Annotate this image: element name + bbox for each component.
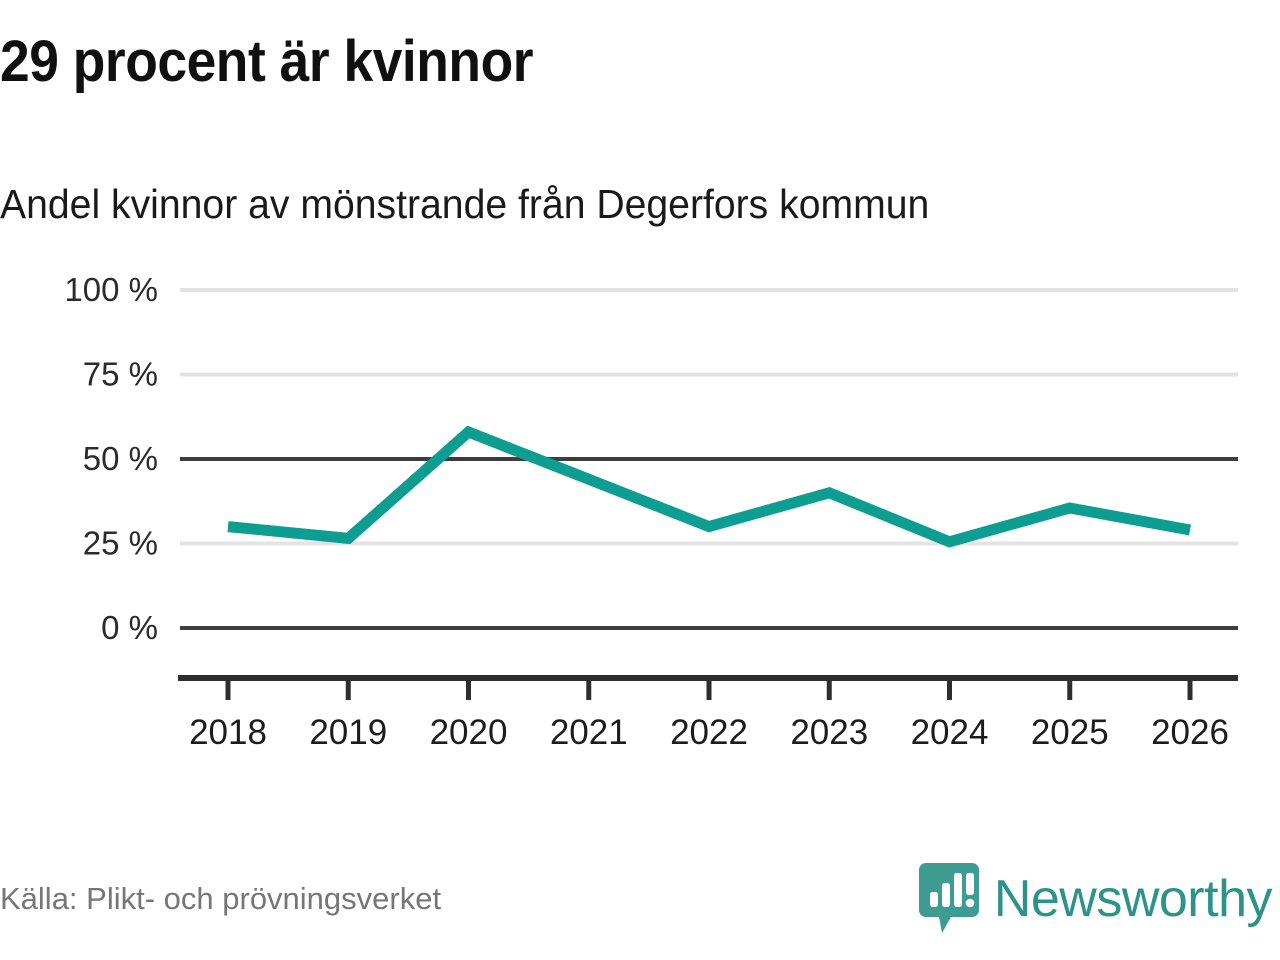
newsworthy-logo: Newsworthy [918, 862, 1273, 936]
x-tick-label: 2025 [1031, 713, 1109, 752]
x-axis-tick-labels: 2018 2019 2020 2021 2022 2023 2024 2025 2026 [189, 713, 1229, 752]
x-tick-label: 2024 [911, 713, 989, 752]
source-note: Källa: Plikt- och prövningsverket [0, 881, 442, 916]
x-tick-label: 2019 [309, 713, 387, 752]
x-tick-label: 2021 [550, 713, 628, 752]
y-tick-label: 50 % [83, 440, 158, 477]
y-tick-label: 0 % [101, 609, 158, 646]
x-tick-label: 2018 [189, 713, 267, 752]
chart-subtitle: Andel kvinnor av mönstrande från Degerfo… [0, 181, 930, 227]
newsworthy-wordmark: Newsworthy [993, 870, 1273, 928]
y-axis-tick-labels: 0 % 25 % 50 % 75 % 100 % [64, 271, 158, 646]
x-tick-label: 2022 [670, 713, 748, 752]
y-tick-label: 100 % [64, 271, 158, 308]
x-axis-ticks [225, 678, 1193, 700]
y-tick-label: 25 % [83, 525, 158, 562]
line-chart: 0 % 25 % 50 % 75 % 100 % 2018 2019 2020 2021 202… [0, 255, 1280, 755]
page-title: 29 procent är kvinnor [0, 29, 534, 94]
x-tick-label: 2023 [790, 713, 868, 752]
newsworthy-badge-icon [918, 863, 979, 933]
chart-gridlines [180, 288, 1238, 630]
data-series-line [227, 425, 1191, 548]
x-tick-label: 2020 [430, 713, 508, 752]
chart-svg: 0 % 25 % 50 % 75 % 100 % 2018 2019 2020 2021 202… [64, 271, 1238, 752]
y-tick-label: 75 % [83, 356, 158, 393]
x-tick-label: 2026 [1151, 713, 1229, 752]
